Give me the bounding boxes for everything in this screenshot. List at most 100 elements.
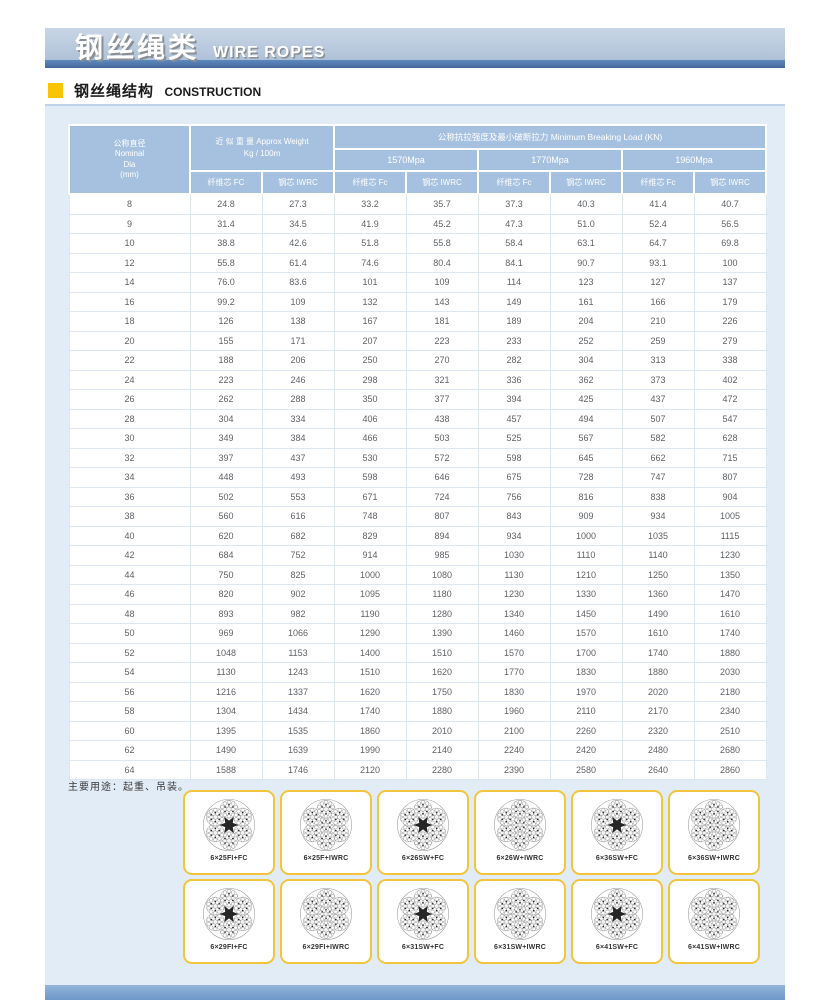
table-row: 20 155 171 207 223 233 252 259 279 [68,330,767,351]
value-cell: 206 [261,350,335,371]
value-cell: 204 [549,311,623,332]
diameter-cell: 12 [68,252,191,273]
value-cell: 2260 [549,720,623,741]
value-cell: 27.3 [261,193,335,215]
table-row: 10 38.8 42.6 51.8 55.8 58.4 63.1 64.7 69.8 [68,233,767,254]
section-title-en: CONSTRUCTION [164,85,262,99]
rope-construction-label: 6×29FI+FC [210,944,248,951]
value-cell: 1510 [405,642,479,663]
value-cell: 750 [189,564,263,585]
value-cell: 1115 [693,525,767,546]
table-row: 12 55.8 61.4 74.6 80.4 84.1 90.7 93.1 100 [68,252,767,273]
value-cell: 448 [189,467,263,488]
diameter-cell: 24 [68,369,191,390]
diameter-cell: 56 [68,681,191,702]
value-cell: 1740 [621,642,695,663]
value-cell: 1990 [333,740,407,761]
diameter-cell: 34 [68,467,191,488]
value-cell: 1330 [549,584,623,605]
value-cell: 83.6 [261,272,335,293]
value-cell: 1830 [477,681,551,702]
table-row: 60 1395 1535 1860 2010 2100 2260 2320 2510 [68,720,767,741]
table-row: 36 502 553 671 724 756 816 838 904 [68,486,767,507]
value-cell: 1243 [261,662,335,683]
diameter-cell: 62 [68,740,191,761]
value-cell: 114 [477,272,551,293]
value-cell: 1153 [261,642,335,663]
value-cell: 1746 [261,759,335,780]
value-cell: 41.4 [621,193,695,215]
table-body: 8 24.8 27.3 33.2 35.7 37.3 40.3 41.4 40.7 9 31.4 34… [68,193,767,780]
rope-construction-label: 6×41SW+IWRC [688,944,740,951]
value-cell: 1350 [693,564,767,585]
value-cell: 93.1 [621,252,695,273]
rope-diagram-card: 6×31SW+FC [377,879,469,964]
value-cell: 304 [189,408,263,429]
rope-cross-section-icon [591,888,643,940]
value-cell: 728 [549,467,623,488]
rope-cross-section-icon [300,799,352,851]
value-cell: 90.7 [549,252,623,273]
value-cell: 1390 [405,623,479,644]
page-title-zh: 钢丝绳类 [75,32,200,63]
value-cell: 149 [477,291,551,312]
rope-construction-label: 6×31SW+FC [401,944,445,951]
value-cell: 902 [261,584,335,605]
value-cell: 1290 [333,623,407,644]
value-cell: 1000 [549,525,623,546]
value-cell: 582 [621,428,695,449]
banner-stripe [45,60,785,68]
diameter-cell: 42 [68,545,191,566]
value-cell: 1360 [621,584,695,605]
header-iwrc: 钢芯 IWRC [692,170,768,195]
value-cell: 1180 [405,584,479,605]
rope-construction-label: 6×36SW+FC [595,855,639,862]
value-cell: 747 [621,467,695,488]
value-cell: 58.4 [477,233,551,254]
value-cell: 969 [189,623,263,644]
section-heading: 钢丝绳结构 CONSTRUCTION [48,80,261,101]
diameter-cell: 36 [68,486,191,507]
value-cell: 662 [621,447,695,468]
value-cell: 47.3 [477,213,551,234]
rope-diagram-card: 6×36SW+FC [571,790,663,875]
value-cell: 620 [189,525,263,546]
yellow-square-bullet-icon [48,83,63,98]
diameter-cell: 46 [68,584,191,605]
value-cell: 76.0 [189,272,263,293]
value-cell: 397 [189,447,263,468]
value-cell: 2170 [621,701,695,722]
value-cell: 748 [333,506,407,527]
table-row: 56 1216 1337 1620 1750 1830 1970 2020 2180 [68,681,767,702]
table-row: 28 304 334 406 438 457 494 507 547 [68,408,767,429]
value-cell: 2100 [477,720,551,741]
value-cell: 181 [405,311,479,332]
value-cell: 1066 [261,623,335,644]
value-cell: 2680 [693,740,767,761]
value-cell: 724 [405,486,479,507]
value-cell: 80.4 [405,252,479,273]
value-cell: 909 [549,506,623,527]
value-cell: 756 [477,486,551,507]
value-cell: 37.3 [477,193,551,215]
value-cell: 645 [549,447,623,468]
value-cell: 1880 [621,662,695,683]
value-cell: 171 [261,330,335,351]
value-cell: 282 [477,350,551,371]
value-cell: 31.4 [189,213,263,234]
header-breaking-load: 公称抗拉强度及最小破断拉力 Minimum Breaking Load (KN) [332,124,768,150]
value-cell: 126 [189,311,263,332]
value-cell: 1535 [261,720,335,741]
rope-cross-section-icon [203,888,255,940]
value-cell: 1588 [189,759,263,780]
value-cell: 402 [693,369,767,390]
value-cell: 502 [189,486,263,507]
value-cell: 338 [693,350,767,371]
rope-construction-label: 6×25FI+FC [210,855,248,862]
value-cell: 24.8 [189,193,263,215]
rope-diagram-card: 6×25FI+FC [183,790,275,875]
value-cell: 288 [261,389,335,410]
value-cell: 825 [261,564,335,585]
value-cell: 1770 [477,662,551,683]
value-cell: 101 [333,272,407,293]
